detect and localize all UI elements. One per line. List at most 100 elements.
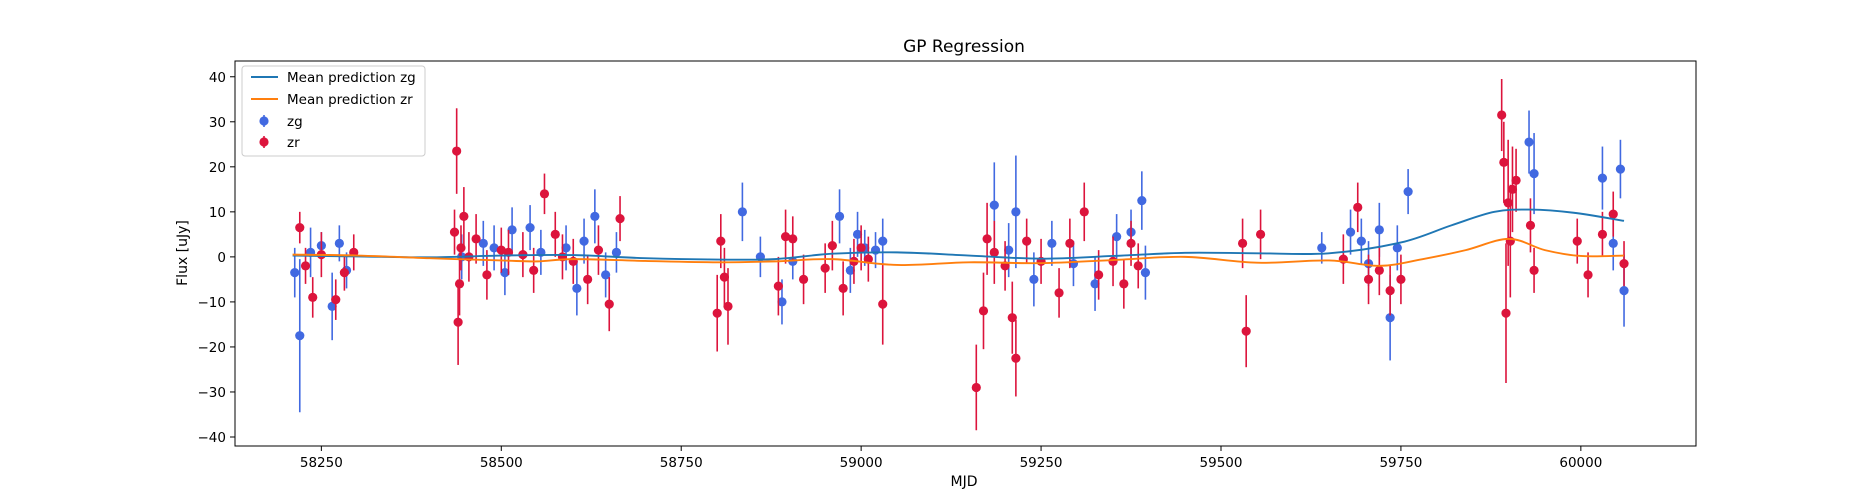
data-point [453, 317, 463, 327]
data-point [716, 236, 726, 246]
data-point [471, 234, 481, 244]
data-point [870, 245, 881, 255]
data-point [1011, 353, 1021, 363]
legend-label-zr: zr [287, 135, 300, 151]
data-point [525, 223, 535, 233]
data-point [1501, 308, 1511, 318]
y-tick-label: 0 [217, 250, 226, 266]
data-point [334, 238, 344, 248]
data-point [1608, 209, 1618, 219]
data-point [1403, 186, 1413, 197]
data-point [978, 306, 989, 316]
x-tick-label: 59500 [1200, 455, 1243, 471]
data-point [788, 234, 798, 244]
data-point [1619, 286, 1629, 296]
data-point [1615, 164, 1626, 174]
data-point [500, 268, 510, 278]
data-point [529, 265, 539, 275]
data-point [989, 247, 999, 257]
data-point [1054, 288, 1064, 298]
x-axis-label: MJD [951, 474, 978, 490]
data-point [1363, 274, 1374, 284]
y-tick-label: −40 [198, 430, 227, 446]
data-point [878, 299, 888, 309]
data-point [777, 297, 787, 307]
data-point [1065, 238, 1075, 248]
data-point [1317, 243, 1327, 253]
data-point [1396, 274, 1406, 284]
data-point [1524, 137, 1534, 147]
data-point [719, 272, 729, 282]
data-point [496, 245, 506, 255]
data-point [1529, 265, 1539, 275]
data-point [459, 211, 469, 221]
data-point [1137, 195, 1147, 206]
data-point [1112, 232, 1122, 242]
data-point [1126, 238, 1136, 248]
data-point [1385, 313, 1395, 323]
chart-title: GP Regression [903, 37, 1025, 57]
data-point [1374, 225, 1384, 235]
data-point [878, 236, 888, 246]
data-point [331, 295, 341, 305]
data-point [1047, 238, 1057, 248]
data-point [982, 234, 992, 244]
data-point [971, 382, 981, 393]
data-point [1345, 227, 1356, 237]
legend-label-zg: zg [287, 114, 303, 130]
data-point [1022, 236, 1032, 246]
data-point [852, 229, 863, 239]
y-tick-label: −20 [198, 340, 227, 356]
data-point [1356, 236, 1366, 246]
data-point [449, 227, 460, 237]
data-point [561, 243, 571, 253]
data-point [1011, 207, 1021, 217]
plot-area [234, 60, 1697, 447]
data-point [845, 265, 855, 275]
data-point [539, 189, 550, 199]
data-point [550, 229, 560, 239]
data-point [1608, 238, 1618, 248]
data-point [290, 268, 300, 278]
data-point [856, 243, 866, 253]
series-layer [290, 79, 1629, 431]
legend-box [241, 65, 426, 157]
data-point [1079, 207, 1089, 217]
x-tick-label: 59000 [840, 455, 883, 471]
data-point [478, 238, 488, 248]
data-point [1237, 238, 1248, 248]
data-point [601, 270, 611, 280]
y-tick-label: 20 [209, 160, 226, 176]
data-point [1572, 236, 1582, 246]
legend-label-mean-prediction-zg: Mean prediction zg [287, 70, 416, 86]
data-point [712, 308, 722, 318]
line-mean-prediction-zr [292, 237, 1625, 267]
data-point [1597, 229, 1608, 239]
data-point [1119, 279, 1129, 289]
data-point [737, 207, 747, 217]
data-point [572, 283, 582, 293]
data-point [452, 146, 462, 156]
data-point [1094, 270, 1104, 280]
data-point [723, 301, 733, 312]
data-point [593, 245, 604, 255]
axes-frame [234, 60, 1697, 447]
data-point [1108, 256, 1118, 266]
data-point [489, 243, 499, 253]
legend-label-mean-prediction-zr: Mean prediction zr [287, 92, 413, 108]
y-tick-label: −10 [198, 295, 227, 311]
x-tick-label: 58250 [300, 455, 343, 471]
x-axis-ticks: 58250 58500 58750 59000 59250 59500 59750 60000 [300, 446, 1602, 471]
data-point [1503, 198, 1513, 208]
x-tick-label: 60000 [1559, 455, 1602, 471]
legend: Mean prediction zg Mean prediction zr zg zr [241, 65, 426, 157]
y-axis-ticks: −40 −30 −20 −10 0 10 20 30 40 [198, 70, 235, 446]
data-point [579, 236, 589, 246]
data-point [1004, 245, 1014, 255]
data-point [308, 292, 318, 303]
data-point [295, 223, 305, 233]
data-point [1619, 259, 1629, 269]
data-point [1007, 313, 1017, 323]
data-point [1525, 220, 1536, 230]
